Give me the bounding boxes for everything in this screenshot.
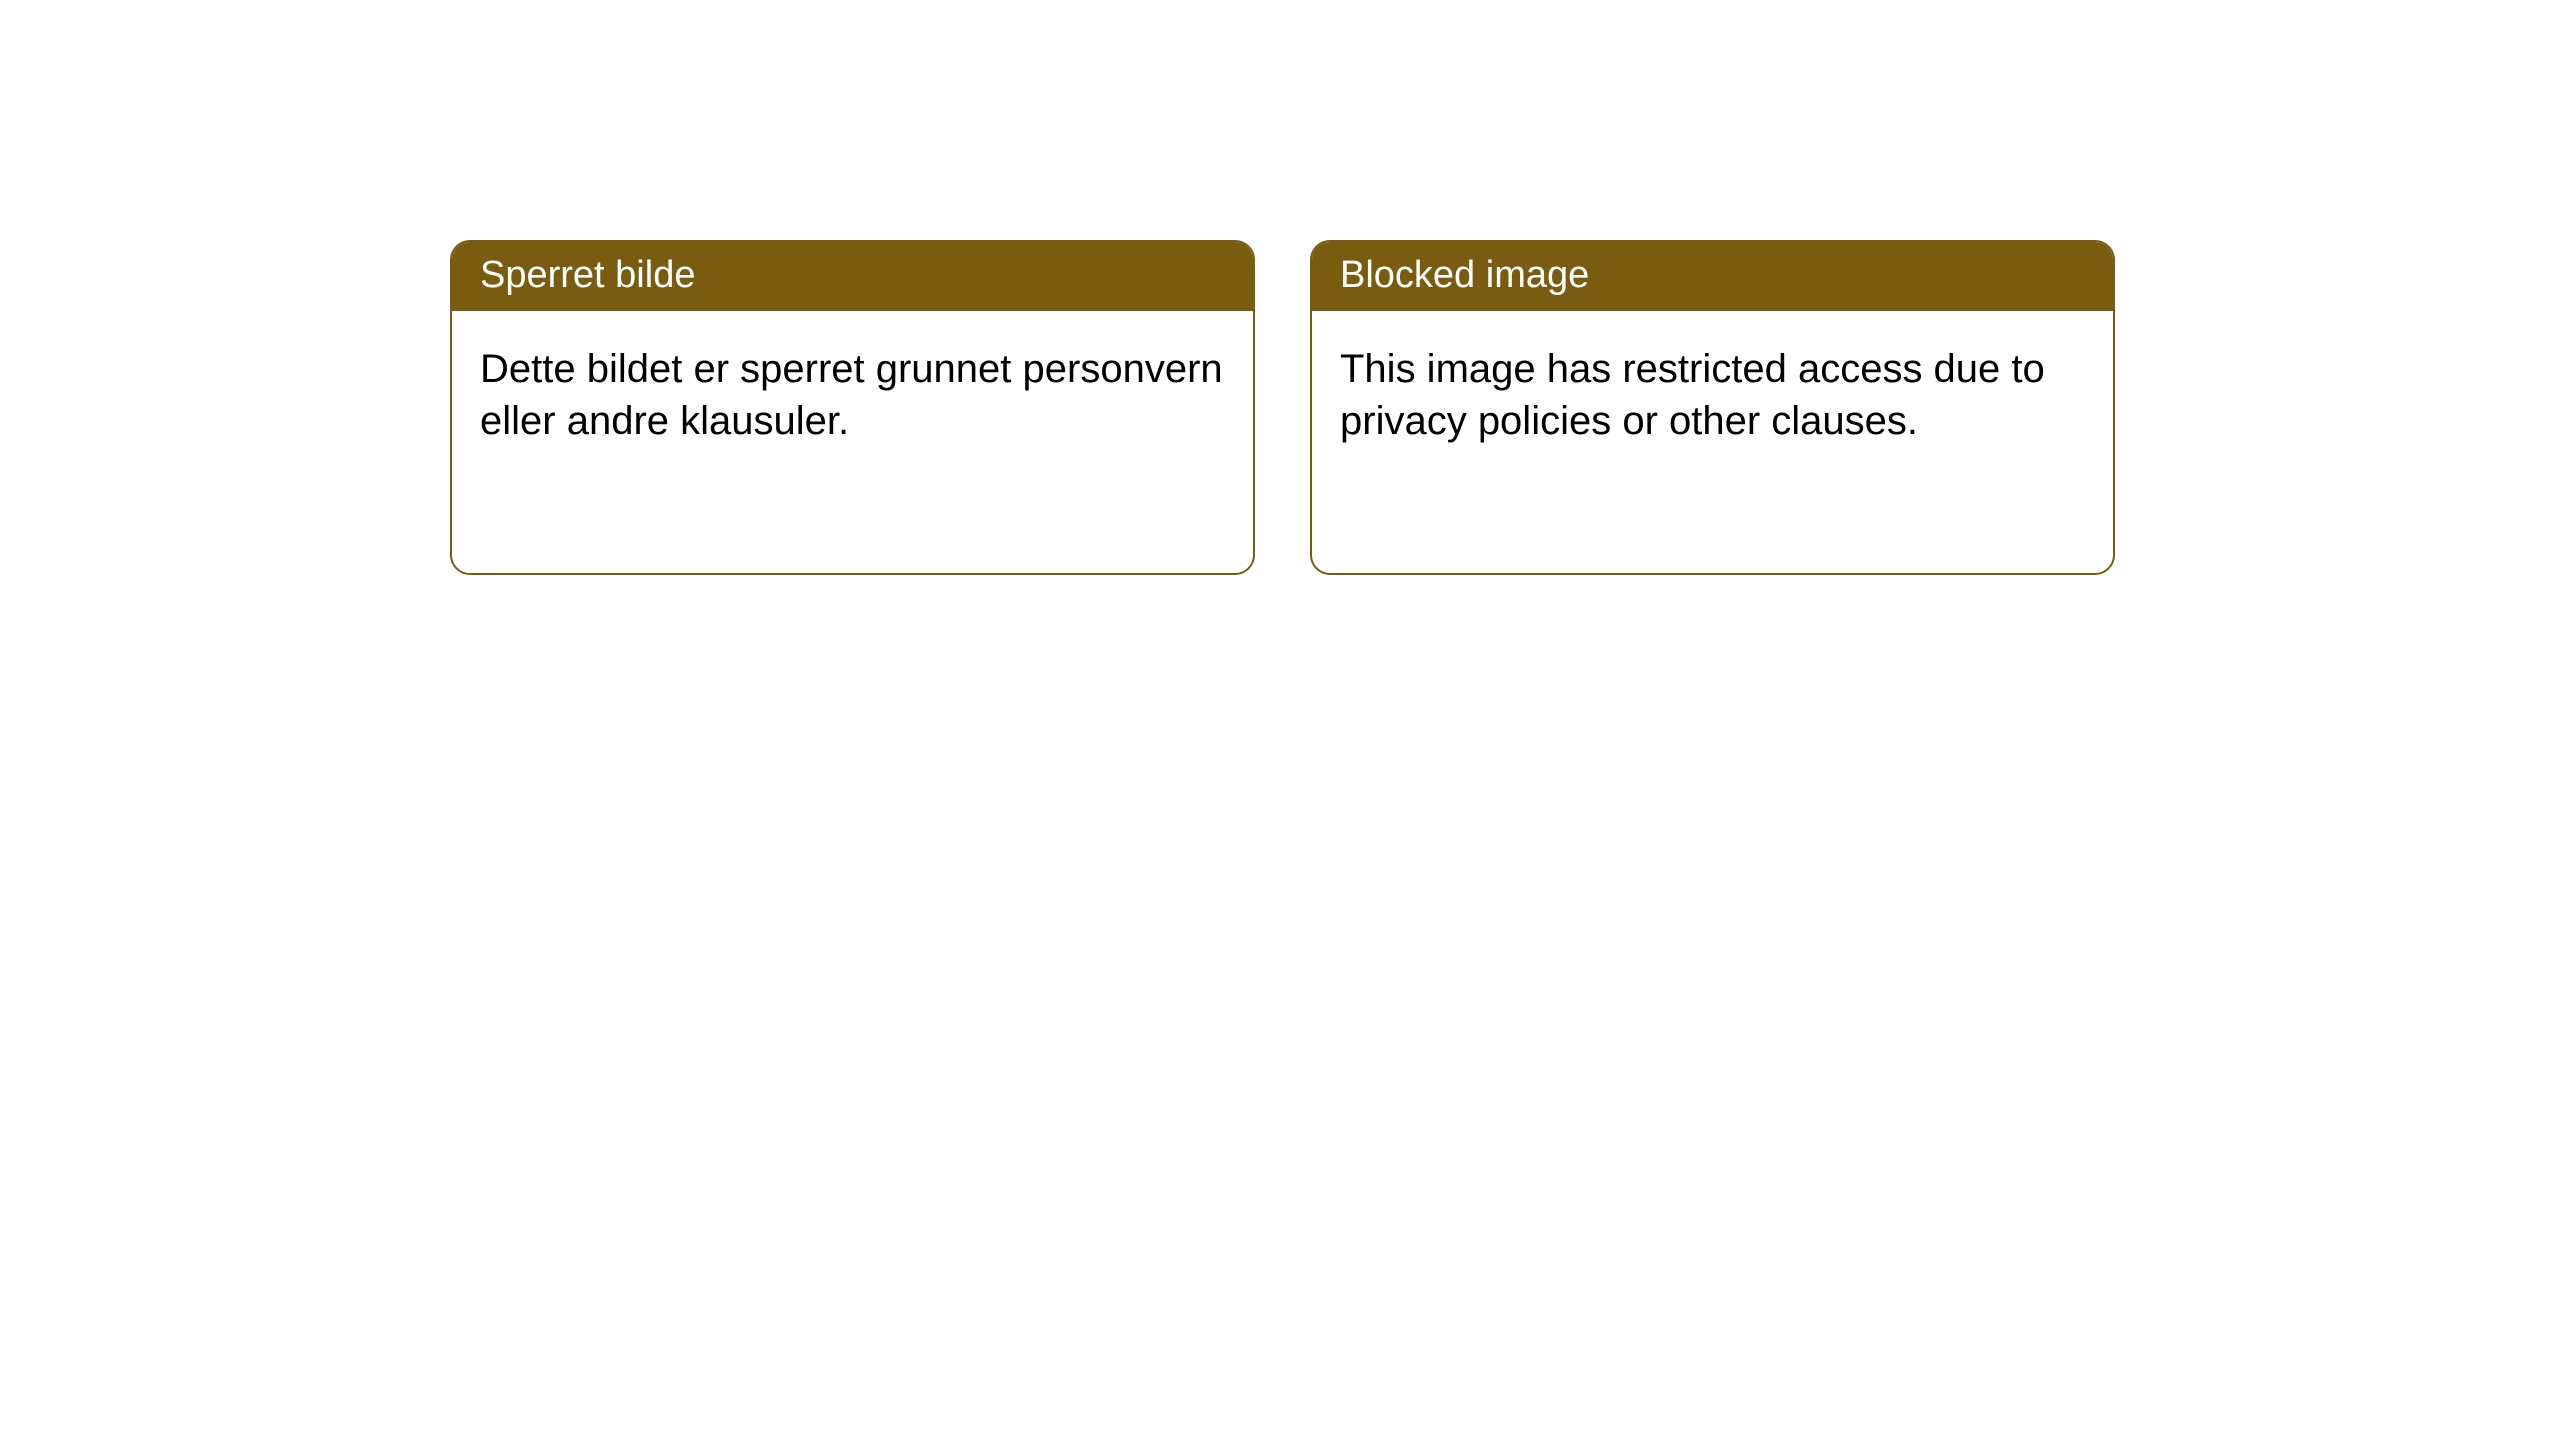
card-title: Sperret bilde	[480, 254, 695, 296]
card-body-text: This image has restricted access due to …	[1340, 347, 2045, 443]
card-header: Sperret bilde	[452, 242, 1253, 311]
notice-cards-container: Sperret bilde Dette bildet er sperret gr…	[450, 240, 2115, 575]
card-header: Blocked image	[1312, 242, 2113, 311]
notice-card-english: Blocked image This image has restricted …	[1310, 240, 2115, 575]
card-title: Blocked image	[1340, 254, 1589, 296]
card-body-text: Dette bildet er sperret grunnet personve…	[480, 347, 1223, 443]
notice-card-norwegian: Sperret bilde Dette bildet er sperret gr…	[450, 240, 1255, 575]
card-body: Dette bildet er sperret grunnet personve…	[452, 311, 1253, 479]
card-body: This image has restricted access due to …	[1312, 311, 2113, 479]
